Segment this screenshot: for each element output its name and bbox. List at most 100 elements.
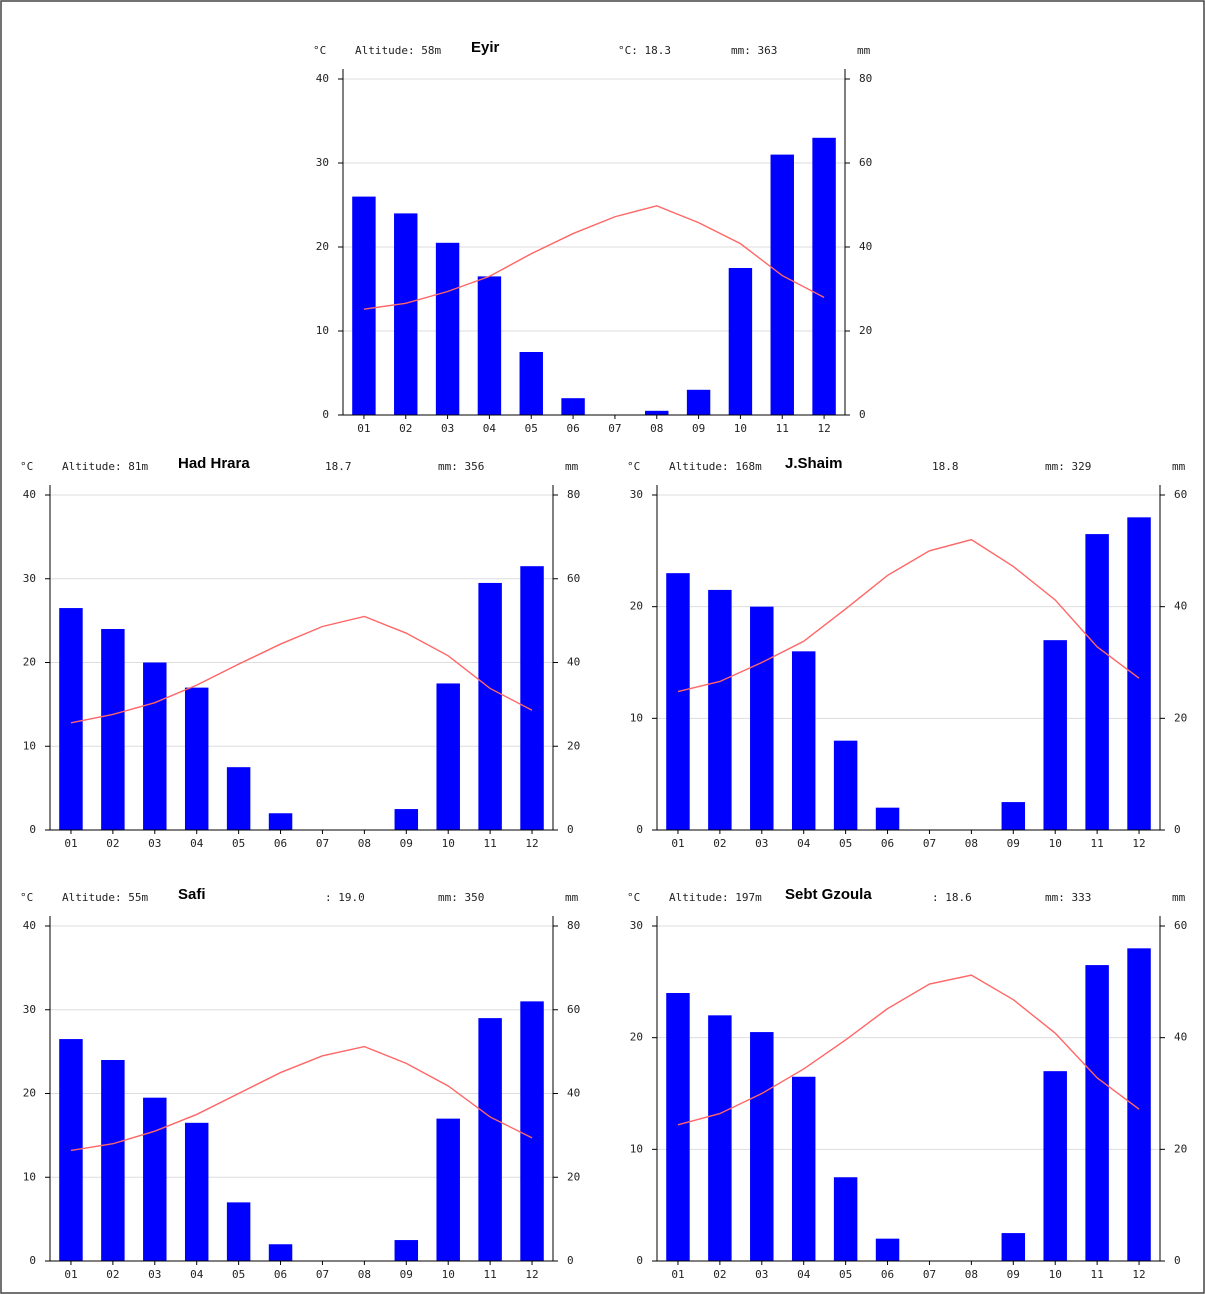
y2-tick-label: 40: [1174, 600, 1187, 613]
bar: [770, 154, 794, 415]
precip-summary: mm: 329: [1045, 460, 1091, 473]
bar: [750, 606, 774, 830]
bar: [520, 566, 544, 830]
bar: [666, 993, 690, 1261]
y-tick-label: 10: [630, 1142, 643, 1155]
bar: [184, 687, 209, 830]
x-tick-label: 09: [1007, 837, 1020, 850]
x-tick-label: 06: [566, 422, 579, 435]
temp-summary: 18.8: [932, 460, 959, 473]
x-tick-label: 09: [400, 1268, 413, 1281]
y-tick-label: 20: [630, 600, 643, 613]
x-tick-label: 12: [817, 422, 830, 435]
x-tick-label: 03: [755, 1268, 768, 1281]
bar: [226, 1202, 251, 1261]
x-tick-label: 01: [671, 1268, 684, 1281]
x-tick-label: 12: [1132, 1268, 1145, 1281]
bar: [666, 573, 690, 830]
bar: [833, 740, 858, 830]
bar: [833, 1177, 858, 1261]
bar: [708, 1015, 732, 1261]
x-tick-label: 05: [839, 1268, 852, 1281]
bar: [519, 352, 543, 415]
x-tick-label: 11: [1091, 1268, 1104, 1281]
bar: [1127, 948, 1151, 1261]
bar: [1001, 1233, 1026, 1261]
x-tick-label: 06: [881, 1268, 894, 1281]
x-tick-label: 08: [358, 837, 371, 850]
x-tick-label: 01: [671, 837, 684, 850]
temperature-line: [677, 538, 1140, 693]
bar: [875, 1238, 900, 1261]
x-tick-label: 02: [713, 837, 726, 850]
y-tick-label: 0: [322, 408, 329, 421]
y-tick-label: 40: [23, 488, 36, 501]
y2-tick-label: 0: [1174, 823, 1181, 836]
y-tick-label: 20: [23, 1087, 36, 1100]
y-tick-label: 30: [316, 156, 329, 169]
x-tick-label: 07: [608, 422, 621, 435]
x-tick-label: 08: [965, 1268, 978, 1281]
bar: [645, 410, 669, 415]
y2-tick-label: 0: [859, 408, 866, 421]
x-tick-label: 11: [484, 837, 497, 850]
x-tick-label: 10: [1049, 1268, 1062, 1281]
x-tick-label: 06: [274, 837, 287, 850]
y-tick-label: 30: [630, 488, 643, 501]
x-tick-label: 01: [64, 837, 77, 850]
y-tick-label: 10: [23, 1170, 36, 1183]
x-tick-label: 07: [923, 837, 936, 850]
y-tick-label: 0: [636, 823, 643, 836]
bar: [268, 813, 293, 830]
x-tick-label: 04: [797, 837, 811, 850]
x-tick-label: 04: [190, 837, 204, 850]
altitude: Altitude: 55m: [62, 891, 148, 904]
x-tick-label: 01: [357, 422, 370, 435]
x-tick-label: 03: [148, 837, 161, 850]
temperature-line: [677, 974, 1140, 1126]
y2-tick-label: 60: [1174, 919, 1187, 932]
y-axis-label: °C: [20, 460, 33, 473]
precip-summary: mm: 350: [438, 891, 484, 904]
y-tick-label: 10: [23, 739, 36, 752]
temp-summary: °C: 18.3: [618, 44, 671, 57]
y2-tick-label: 60: [567, 572, 580, 585]
bar: [520, 1001, 544, 1261]
bar: [812, 137, 836, 416]
x-tick-label: 06: [274, 1268, 287, 1281]
x-tick-label: 05: [839, 837, 852, 850]
bar: [791, 1076, 816, 1261]
x-tick-label: 12: [1132, 837, 1145, 850]
bar: [59, 608, 83, 830]
y2-tick-label: 40: [1174, 1031, 1187, 1044]
y-tick-label: 0: [29, 823, 36, 836]
bar: [708, 589, 732, 830]
x-tick-label: 03: [441, 422, 454, 435]
x-tick-label: 08: [650, 422, 663, 435]
temperature-line: [70, 615, 533, 724]
y-tick-label: 30: [630, 919, 643, 932]
precip-summary: mm: 363: [731, 44, 777, 57]
bar: [143, 1097, 167, 1261]
x-tick-label: 04: [483, 422, 497, 435]
x-tick-label: 09: [1007, 1268, 1020, 1281]
y2-tick-label: 60: [859, 156, 872, 169]
bar: [478, 1018, 502, 1261]
y-tick-label: 40: [23, 919, 36, 932]
x-tick-label: 05: [232, 1268, 245, 1281]
altitude: Altitude: 168m: [669, 460, 762, 473]
bar: [226, 767, 251, 830]
y2-tick-label: 20: [859, 324, 872, 337]
y-tick-label: 30: [23, 1003, 36, 1016]
x-tick-label: 07: [923, 1268, 936, 1281]
bar: [1127, 517, 1151, 830]
y-tick-label: 0: [29, 1254, 36, 1267]
x-tick-label: 02: [399, 422, 412, 435]
x-tick-label: 06: [881, 837, 894, 850]
y2-axis-label: mm: [565, 891, 579, 904]
x-tick-label: 02: [106, 837, 119, 850]
temp-summary: : 19.0: [325, 891, 365, 904]
y2-tick-label: 20: [567, 1170, 580, 1183]
y-tick-label: 10: [630, 711, 643, 724]
y-axis-label: °C: [20, 891, 33, 904]
